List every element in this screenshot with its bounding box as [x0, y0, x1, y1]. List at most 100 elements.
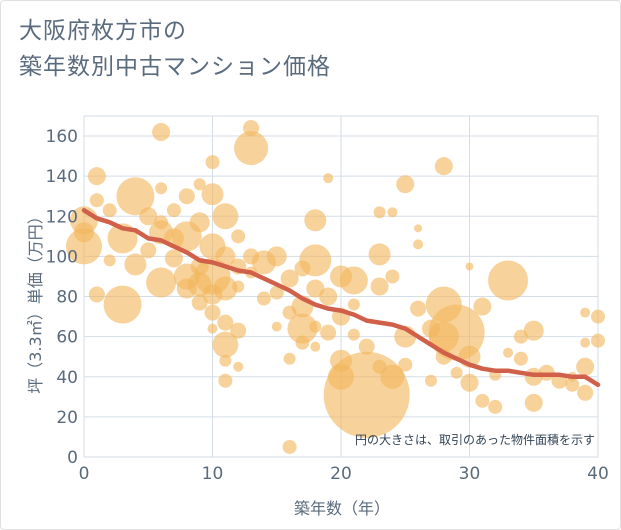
bubble-point [146, 267, 177, 298]
bubble-point [212, 331, 239, 358]
bubble-point [66, 228, 102, 265]
chart-title-line2: 築年数別中古マンション価格 [19, 54, 331, 80]
bubble-point [74, 222, 94, 243]
bubble-point [577, 384, 594, 401]
bubble-point [283, 352, 296, 365]
bubble-point [89, 193, 104, 208]
bubble-point [465, 262, 474, 271]
bubble-point [413, 239, 424, 250]
bubble-point [269, 285, 284, 300]
bubble-point [503, 347, 514, 358]
bubble-point [410, 300, 427, 317]
bubble-point [152, 123, 171, 142]
bubble-point [271, 321, 282, 332]
bubble-point [358, 338, 375, 355]
bubble-point [524, 393, 543, 412]
bubble-point [368, 243, 391, 266]
y-tick-label: 80 [56, 288, 78, 308]
bubbles-layer [66, 120, 605, 454]
y-tick-label: 140 [46, 167, 78, 187]
bubble-point [396, 175, 415, 194]
bubble-point [102, 203, 117, 218]
y-tick-label: 100 [46, 247, 78, 267]
trend-line [81, 208, 601, 388]
bubble-point [287, 313, 318, 344]
y-tick-label: 120 [46, 207, 78, 227]
bubble-point [212, 203, 239, 230]
bubble-point [280, 269, 299, 288]
bubble-point [155, 182, 168, 195]
bubble-point [310, 341, 321, 352]
bubble-point [103, 254, 116, 267]
bubble-point [207, 323, 218, 334]
bubble-point [450, 366, 463, 379]
bubble-point [347, 298, 360, 311]
bubble-point [414, 224, 423, 233]
trend-layer [81, 208, 601, 388]
chart-title-line1: 大阪府枚方市の [19, 18, 187, 44]
bubble-point [523, 320, 544, 341]
bubble-point [213, 276, 238, 301]
y-tick-label: 40 [56, 368, 78, 388]
bubble-point [488, 399, 503, 414]
bubble-point [266, 246, 287, 267]
bubble-point [309, 320, 322, 333]
bubble-point [233, 361, 244, 372]
bubble-point [256, 291, 271, 306]
bubble-point [178, 188, 195, 205]
bubble-point [189, 212, 210, 233]
bubble-point [217, 314, 234, 331]
bubble-point [323, 173, 334, 184]
x-tick-label: 40 [587, 464, 609, 484]
x-tick-label: 10 [202, 464, 224, 484]
x-tick-labels: 0 10 20 30 40 [79, 464, 609, 484]
bubble-point [370, 277, 389, 296]
bubble-point [201, 183, 224, 206]
bubble-point [124, 253, 147, 276]
bubble-point [205, 155, 220, 170]
bubble-point [299, 244, 332, 277]
bubble-point [473, 297, 492, 316]
bubble-point [295, 335, 310, 350]
bubble-point [140, 242, 157, 259]
size-legend-note: 円の大きさは、取引のあった物件面積を示す [355, 432, 595, 447]
bubble-point [139, 207, 158, 226]
bubble-point [164, 249, 183, 268]
bubble-point [282, 439, 297, 454]
y-tick-label: 20 [56, 408, 78, 428]
bubble-point [513, 351, 528, 366]
bubble-point [103, 285, 142, 324]
bubble-point [347, 328, 360, 341]
bubble-point [320, 324, 337, 341]
bubble-point [475, 393, 490, 408]
bubble-point [88, 286, 105, 303]
bubble-point [230, 322, 247, 339]
bubble-point [166, 203, 181, 218]
bubble-point [434, 157, 453, 176]
y-tick-label: 160 [46, 127, 78, 147]
bubble-point [380, 364, 405, 389]
bubble-point [580, 337, 591, 348]
bubble-point [373, 206, 386, 219]
bubble-point [231, 229, 246, 244]
bubble-point [323, 351, 410, 438]
bubble-point [488, 260, 529, 301]
bubble-point [576, 357, 595, 376]
bubble-point [234, 131, 269, 166]
y-tick-label: 0 [67, 448, 78, 468]
bubble-point [387, 207, 398, 218]
bubble-point [580, 307, 591, 318]
bubble-point [306, 279, 325, 298]
bubble-point [319, 287, 338, 306]
bubble-point [339, 266, 368, 295]
bubble-point [204, 304, 221, 321]
y-tick-labels: 0 20 40 60 80 100 120 140 160 [46, 127, 78, 468]
bubble-point [591, 309, 605, 324]
bubble-point [385, 269, 400, 284]
x-tick-label: 30 [459, 464, 481, 484]
x-axis-title: 築年数（年） [294, 499, 390, 518]
bubble-point [116, 177, 155, 216]
bubble-point [565, 377, 580, 392]
